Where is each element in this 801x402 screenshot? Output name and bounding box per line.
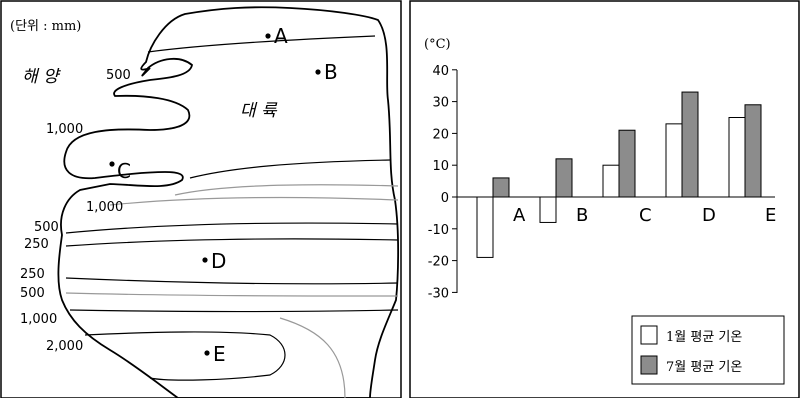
isohyet-label: 1,000 bbox=[46, 122, 83, 137]
map-panel: (단위 : mm) 해 양 대 륙 500 1,000 1,000 500 25… bbox=[10, 6, 400, 399]
isohyet-line bbox=[147, 35, 376, 53]
isohyet-label: 500 bbox=[34, 220, 59, 235]
isohyet-label: 1,000 bbox=[20, 312, 57, 327]
bars bbox=[476, 91, 762, 258]
continent-label: 대 륙 bbox=[240, 101, 278, 121]
isohyet-label: 250 bbox=[20, 267, 45, 282]
bar-july-D bbox=[681, 91, 699, 198]
isohyet-line bbox=[84, 331, 286, 381]
x-labels: A B C D E bbox=[513, 205, 776, 226]
legend-label-january: 1월 평균 기온 bbox=[666, 330, 742, 345]
y-tick-label: 20 bbox=[432, 127, 449, 142]
isohyet-line bbox=[69, 309, 399, 313]
legend: 1월 평균 기온 7월 평균 기온 bbox=[631, 315, 785, 385]
point-label: A bbox=[274, 24, 288, 48]
point-marker bbox=[315, 69, 321, 75]
isohyet-line bbox=[65, 292, 399, 297]
continent-outline bbox=[57, 6, 400, 399]
point-label: D bbox=[211, 249, 226, 273]
isohyet-label: 2,000 bbox=[46, 339, 83, 354]
y-tick-label: -10 bbox=[428, 223, 449, 238]
point-label: E bbox=[213, 342, 226, 366]
y-tick-label: 40 bbox=[432, 64, 449, 79]
isohyet-line bbox=[174, 184, 399, 196]
isohyet-line bbox=[65, 238, 399, 247]
point-marker bbox=[204, 350, 210, 356]
point-marker bbox=[265, 33, 271, 39]
bar-july-E bbox=[744, 104, 762, 198]
bar-july-A bbox=[492, 177, 510, 198]
bar-july-B bbox=[555, 158, 573, 198]
isohyet-line bbox=[109, 196, 399, 206]
y-tick-label: 10 bbox=[432, 159, 449, 174]
isohyet-line bbox=[189, 159, 391, 179]
point-label: C bbox=[117, 159, 131, 183]
y-tick-label: 30 bbox=[432, 96, 449, 111]
unit-label: (단위 : mm) bbox=[10, 19, 81, 34]
bar-january-A bbox=[476, 196, 494, 258]
x-category-label: A bbox=[513, 205, 526, 226]
y-ticks: 40 30 20 10 0 -10 -20 -30 bbox=[428, 64, 457, 301]
x-category-label: B bbox=[576, 205, 588, 226]
ocean-label: 해 양 bbox=[22, 67, 61, 87]
y-axis-unit: (°C) bbox=[424, 37, 451, 52]
chart-panel: (°C) 40 30 20 10 0 -10 -20 -30 A B C D E 1월 평균 기온 7… bbox=[424, 37, 785, 385]
isohyet-label: 500 bbox=[20, 286, 45, 301]
bar-january-B bbox=[539, 196, 557, 223]
point-marker bbox=[202, 257, 208, 263]
point-marker bbox=[109, 161, 115, 167]
y-tick-label: -30 bbox=[428, 286, 449, 301]
x-category-label: E bbox=[765, 205, 776, 226]
bar-july-C bbox=[618, 129, 636, 198]
isohyet-line bbox=[65, 277, 399, 285]
legend-swatch-january bbox=[640, 325, 658, 345]
x-category-label: C bbox=[639, 205, 652, 226]
y-tick-label: 0 bbox=[441, 191, 449, 206]
isohyet-line bbox=[279, 317, 346, 399]
x-category-label: D bbox=[702, 205, 716, 226]
point-label: B bbox=[324, 60, 338, 84]
bar-january-E bbox=[728, 117, 746, 198]
y-tick-label: -20 bbox=[428, 255, 449, 270]
bar-january-D bbox=[665, 123, 683, 198]
isohyet-line bbox=[65, 222, 399, 234]
bar-january-C bbox=[602, 164, 620, 198]
legend-label-july: 7월 평균 기온 bbox=[666, 360, 742, 375]
isohyet-label: 500 bbox=[106, 68, 131, 83]
isohyet-label: 1,000 bbox=[86, 200, 123, 215]
isohyet-label: 250 bbox=[24, 237, 49, 252]
legend-swatch-july bbox=[640, 355, 658, 375]
